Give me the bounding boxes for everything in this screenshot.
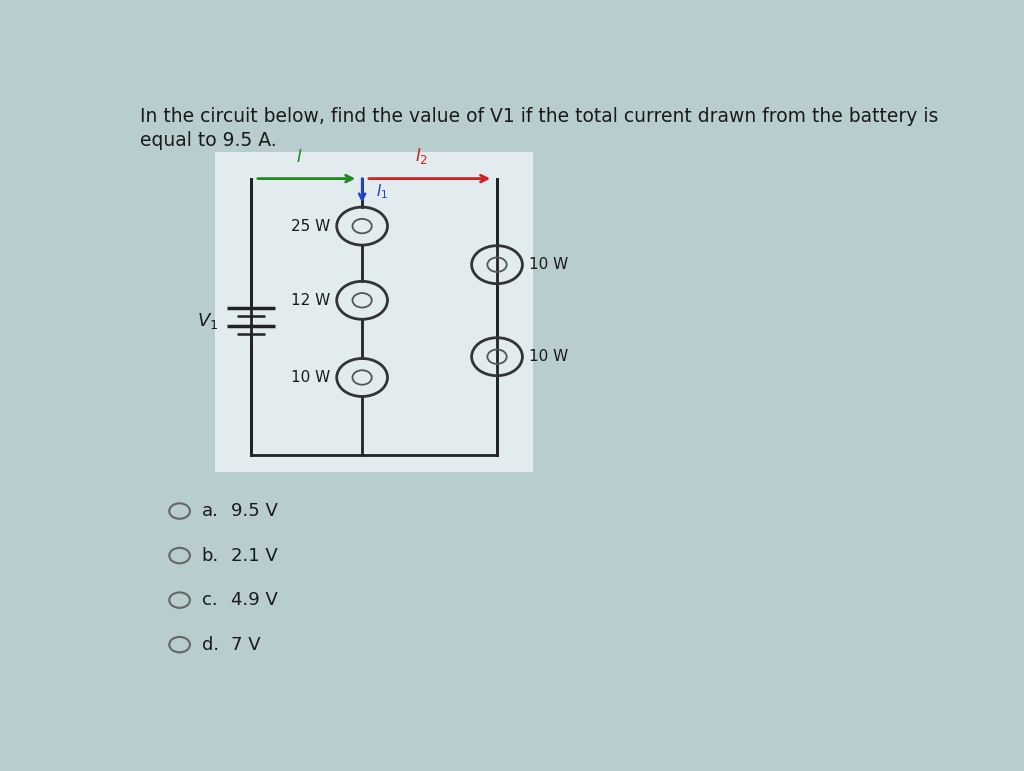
Text: I: I [296, 147, 301, 166]
Text: d.: d. [202, 635, 219, 654]
Text: $I_2$: $I_2$ [415, 146, 428, 166]
Text: $I_1$: $I_1$ [377, 182, 389, 201]
Text: 25 W: 25 W [291, 219, 331, 234]
Text: 2.1 V: 2.1 V [231, 547, 278, 564]
Text: 7 V: 7 V [231, 635, 261, 654]
Text: 10 W: 10 W [528, 258, 568, 272]
Text: equal to 9.5 A.: equal to 9.5 A. [140, 131, 276, 150]
Text: c.: c. [202, 591, 217, 609]
Text: 9.5 V: 9.5 V [231, 502, 279, 520]
Text: 10 W: 10 W [528, 349, 568, 364]
Text: 4.9 V: 4.9 V [231, 591, 279, 609]
Text: In the circuit below, find the value of V1 if the total current drawn from the b: In the circuit below, find the value of … [140, 107, 938, 126]
Text: 12 W: 12 W [291, 293, 331, 308]
Text: b.: b. [202, 547, 219, 564]
Text: 10 W: 10 W [291, 370, 331, 385]
Text: a.: a. [202, 502, 219, 520]
Text: $V_1$: $V_1$ [197, 311, 218, 331]
FancyBboxPatch shape [215, 152, 532, 473]
